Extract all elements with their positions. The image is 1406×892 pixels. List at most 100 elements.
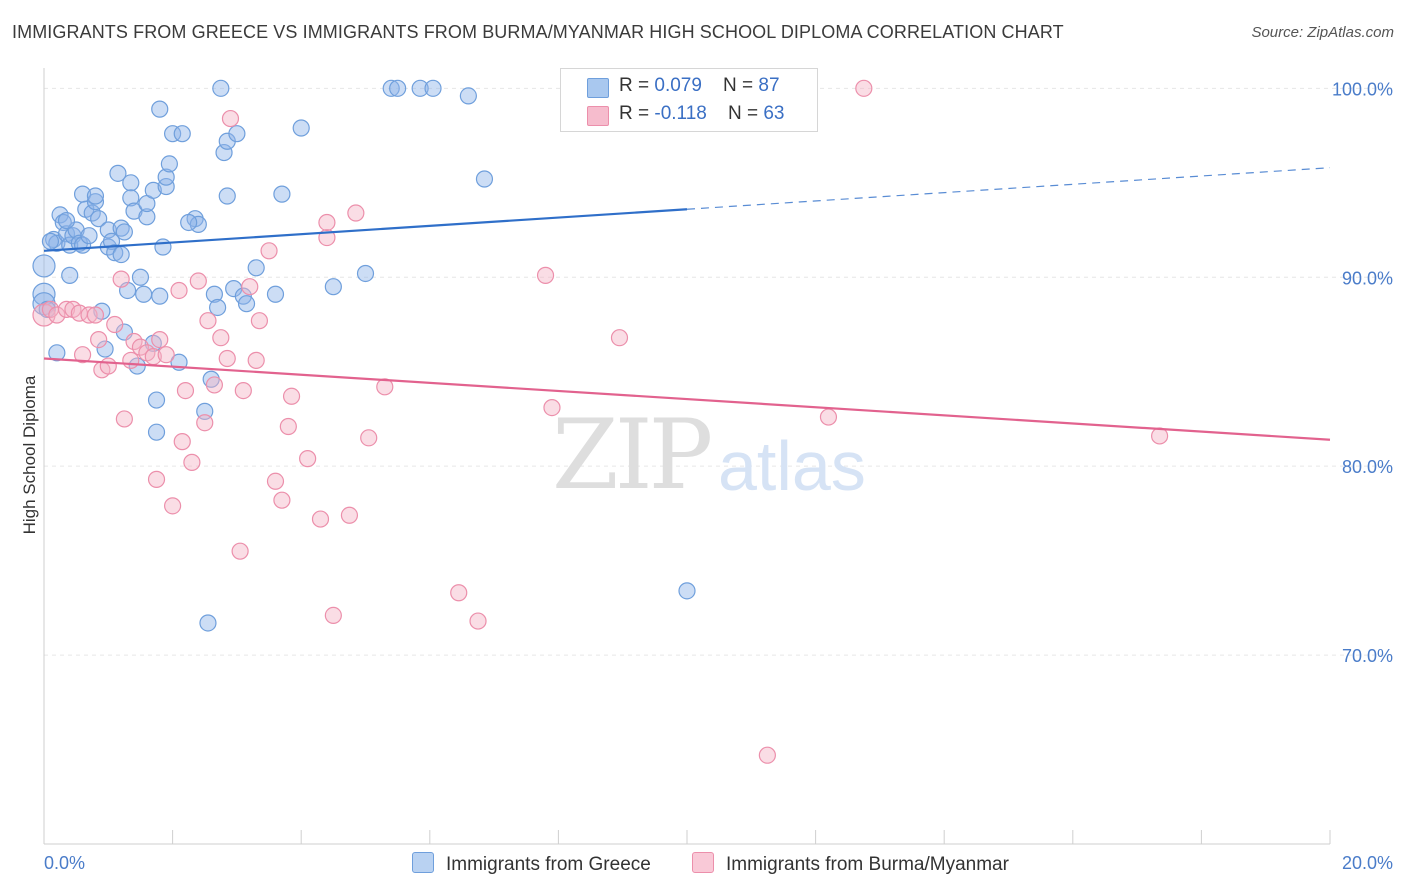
point-burma: [199, 312, 217, 330]
trend-lines: [43, 167, 1331, 441]
trend-line-greece-extrapolated: [686, 167, 1331, 210]
point-greece: [173, 125, 191, 143]
point-burma: [318, 213, 336, 232]
point-burma: [212, 329, 230, 347]
point-burma: [183, 453, 201, 471]
point-greece: [180, 213, 198, 232]
point-burma: [164, 497, 182, 515]
watermark-atlas: atlas: [718, 427, 866, 505]
point-greece: [32, 254, 56, 278]
point-burma: [469, 612, 487, 630]
point-burma: [234, 382, 252, 400]
chart-title: IMMIGRANTS FROM GREECE VS IMMIGRANTS FRO…: [12, 22, 1064, 42]
point-greece: [356, 264, 375, 283]
point-greece: [160, 155, 178, 173]
point-burma: [273, 491, 291, 509]
point-greece: [144, 181, 162, 199]
legend-stats-burma: R = -0.118 N = 63: [619, 103, 784, 125]
point-burma: [282, 387, 301, 405]
point-greece: [424, 79, 442, 97]
watermark-zip: ZIP: [552, 399, 711, 511]
x-tick-label-min: 0.0%: [44, 853, 85, 873]
point-burma: [205, 376, 223, 394]
point-burma: [266, 472, 285, 490]
point-burma: [115, 410, 133, 428]
point-greece: [122, 174, 140, 192]
point-burma: [112, 270, 130, 288]
series-legend-greece: Immigrants from Greece: [412, 852, 651, 876]
r-label: R =: [619, 75, 655, 96]
point-greece: [122, 189, 140, 207]
point-greece: [57, 211, 76, 230]
point-burma: [106, 315, 124, 334]
point-greece: [96, 340, 114, 358]
point-burma: [299, 450, 317, 468]
point-greece: [228, 125, 246, 143]
n-label: N =: [723, 75, 759, 96]
point-greece: [218, 187, 236, 205]
point-burma: [170, 281, 188, 300]
point-greece: [48, 344, 66, 362]
point-greece: [80, 227, 98, 245]
point-burma: [99, 357, 117, 375]
point-burma: [173, 433, 191, 451]
stats-legend: R = 0.079 N = 87 R = -0.118 N = 63: [560, 68, 818, 132]
data-points: [32, 79, 1169, 764]
axes: [43, 68, 1331, 845]
point-greece: [151, 287, 169, 305]
point-greece: [382, 79, 400, 97]
point-burma: [260, 242, 278, 260]
point-burma: [189, 272, 207, 290]
point-burma: [231, 542, 249, 560]
point-burma: [57, 300, 76, 318]
point-burma: [279, 417, 297, 436]
point-burma: [450, 584, 468, 602]
point-greece: [209, 298, 227, 317]
point-greece: [292, 119, 310, 137]
y-tick-label: 80.0%: [1342, 457, 1393, 477]
point-burma: [80, 306, 98, 324]
r-label: R =: [619, 103, 655, 124]
series-swatch-greece: [412, 852, 434, 873]
point-greece: [57, 225, 76, 243]
trend-line-greece: [43, 208, 688, 252]
point-burma: [151, 330, 169, 349]
point-burma: [360, 429, 378, 447]
point-burma: [347, 204, 365, 222]
point-greece: [86, 193, 105, 211]
y-tick-label: 90.0%: [1342, 268, 1393, 288]
axis-labels: 70.0% 80.0% 90.0% 100.0% 0.0% 20.0% High Schoo…: [20, 79, 1393, 873]
point-burma: [247, 351, 265, 369]
legend-swatch-greece: [587, 78, 609, 98]
series-swatch-burma: [692, 852, 714, 873]
point-burma: [48, 306, 66, 324]
legend-stats-greece: R = 0.079 N = 87: [619, 75, 780, 97]
point-greece: [237, 295, 256, 313]
point-burma: [221, 109, 240, 128]
point-greece: [138, 208, 156, 226]
point-burma: [340, 506, 359, 524]
point-greece: [112, 245, 130, 264]
point-burma: [311, 510, 330, 528]
point-burma: [147, 470, 166, 488]
trend-line-burma: [43, 357, 1331, 441]
point-burma: [610, 329, 629, 347]
point-greece: [61, 266, 79, 284]
point-greece: [199, 614, 217, 632]
point-greece: [247, 259, 265, 277]
point-greece: [324, 278, 342, 296]
point-greece: [266, 285, 285, 303]
point-greece: [90, 210, 108, 228]
point-burma: [819, 408, 838, 426]
point-burma: [73, 346, 92, 364]
x-tick-label-max: 20.0%: [1342, 853, 1393, 873]
point-greece: [109, 164, 127, 182]
point-greece: [147, 391, 166, 409]
y-tick-label: 100.0%: [1332, 79, 1393, 99]
point-burma: [86, 306, 105, 324]
point-greece: [41, 232, 60, 250]
point-greece: [678, 582, 696, 600]
y-axis-label: High School Diploma: [20, 375, 39, 534]
point-greece: [115, 223, 133, 241]
